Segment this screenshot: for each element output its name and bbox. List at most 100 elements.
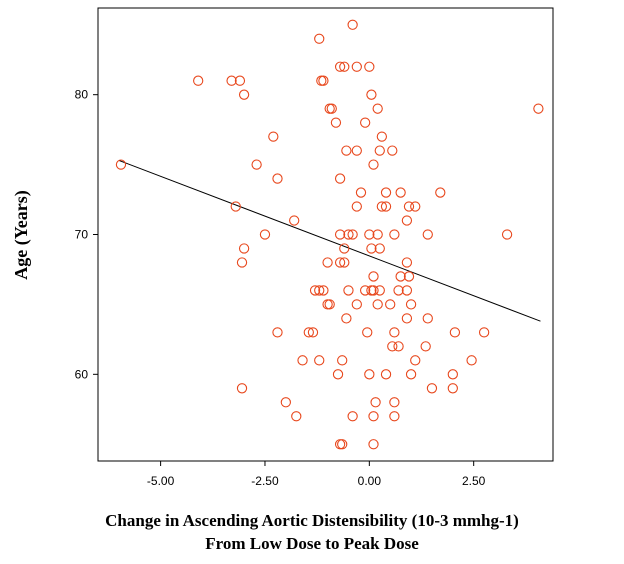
scatter-point xyxy=(393,285,404,296)
scatter-point xyxy=(316,75,327,86)
scatter-point xyxy=(251,159,262,170)
scatter-point xyxy=(297,355,308,366)
x-axis-title-line2: From Low Dose to Peak Dose xyxy=(205,534,419,553)
scatter-point xyxy=(380,201,392,212)
scatter-point xyxy=(334,61,346,72)
scatter-point xyxy=(351,61,362,72)
scatter-point xyxy=(372,299,383,310)
scatter-point xyxy=(376,201,388,212)
scatter-point xyxy=(347,229,358,240)
scatter-point xyxy=(334,173,346,184)
scatter-point xyxy=(341,313,352,324)
scatter-point xyxy=(303,327,314,338)
scatter-point xyxy=(405,369,417,380)
scatter-point xyxy=(339,257,350,268)
scatter-point xyxy=(364,61,375,72)
scatter-point xyxy=(314,33,325,44)
scatter-point xyxy=(401,313,413,324)
scatter-point xyxy=(238,89,250,100)
scatter-point xyxy=(314,355,325,366)
scatter-point xyxy=(351,145,362,156)
x-tick-label: 0.00 xyxy=(358,474,382,488)
scatter-point xyxy=(362,327,373,338)
scatter-point xyxy=(364,229,375,240)
scatter-point xyxy=(314,285,325,296)
scatter-point xyxy=(272,327,283,338)
scatter-point xyxy=(280,397,291,408)
regression-line-group xyxy=(118,159,541,322)
x-tick-label: -5.00 xyxy=(147,474,175,488)
scatter-point xyxy=(272,173,283,184)
scatter-point xyxy=(309,285,321,296)
scatter-point xyxy=(389,229,400,240)
scatter-point xyxy=(307,327,319,338)
scatter-point xyxy=(405,299,417,310)
scatter-point xyxy=(360,117,371,128)
scatter-point xyxy=(368,271,379,282)
scatter-point xyxy=(478,327,490,338)
scatter-point xyxy=(291,411,302,422)
scatter-point xyxy=(318,285,329,296)
scatter-point xyxy=(372,229,383,240)
scatter-point xyxy=(324,103,335,114)
scatter-point xyxy=(230,201,241,212)
scatter-point xyxy=(435,187,446,198)
scatter-point xyxy=(374,285,385,296)
scatter-point xyxy=(351,299,362,310)
scatter-point xyxy=(334,257,346,268)
scatter-point xyxy=(385,299,396,310)
y-tick-label: 70 xyxy=(75,228,89,242)
scatter-point xyxy=(238,243,250,254)
scatter-point xyxy=(368,411,379,422)
scatter-point xyxy=(193,75,204,86)
scatter-point xyxy=(343,229,354,240)
x-tick-label: -2.50 xyxy=(251,474,279,488)
y-tick-label: 60 xyxy=(75,367,89,381)
scatter-point xyxy=(115,159,127,170)
scatter-point xyxy=(395,187,406,198)
scatter-point xyxy=(334,439,346,450)
scatter-point xyxy=(387,145,398,156)
scatter-point xyxy=(343,285,354,296)
scatter-point xyxy=(389,411,400,422)
scatter-point xyxy=(410,201,421,212)
scatter-point xyxy=(401,215,413,226)
scatter-point xyxy=(234,75,246,86)
scatter-point xyxy=(360,285,371,296)
scatter-point xyxy=(380,369,392,380)
scatter-point xyxy=(387,341,398,352)
y-axis-title: Age (Years) xyxy=(11,190,32,279)
scatter-point xyxy=(466,355,477,366)
scatter-point xyxy=(332,369,344,380)
scatter-point xyxy=(449,327,461,338)
scatter-point xyxy=(374,145,385,156)
scatter-point xyxy=(389,327,400,338)
scatter-point xyxy=(376,131,388,142)
scatter-point xyxy=(339,61,350,72)
plot-frame xyxy=(97,7,554,462)
scatter-point xyxy=(226,75,237,86)
x-axis-title-line1: Change in Ascending Aortic Distensibilit… xyxy=(105,511,519,530)
scatter-point xyxy=(334,229,346,240)
scatter-point xyxy=(355,187,367,198)
scatter-point xyxy=(337,355,348,366)
scatter-point xyxy=(374,243,385,254)
scatter-point xyxy=(389,397,400,408)
scatter-point xyxy=(403,271,415,282)
scatter-point xyxy=(324,299,335,310)
scatter-point xyxy=(341,145,352,156)
scatter-point xyxy=(366,89,377,100)
scatter-point xyxy=(236,257,248,268)
scatter-point xyxy=(351,201,362,212)
scatter-point xyxy=(236,383,248,394)
scatter-point xyxy=(447,383,458,394)
scatter-point xyxy=(372,103,383,114)
scatter-point xyxy=(330,117,342,128)
scatter-point xyxy=(422,313,433,324)
scatter-point xyxy=(370,397,381,408)
regression-line xyxy=(118,159,541,322)
scatter-point xyxy=(364,369,375,380)
scatter-point xyxy=(533,103,544,114)
scatter-point xyxy=(368,285,379,296)
